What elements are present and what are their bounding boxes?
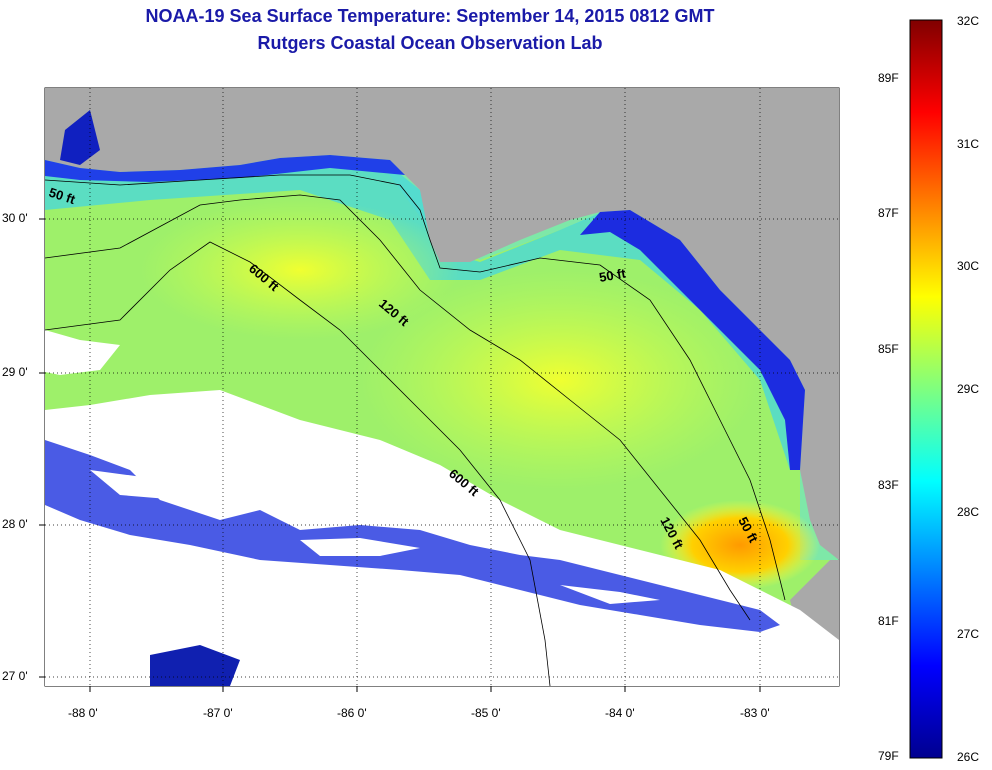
cloud-patch-west xyxy=(45,330,120,375)
map-title: NOAA-19 Sea Surface Temperature: Septemb… xyxy=(145,6,715,26)
cloud-hole-3 xyxy=(560,585,660,604)
colorbar-celsius-label: 27C xyxy=(957,627,980,641)
colorbar-fahrenheit-label: 79F xyxy=(878,749,899,763)
lon-tick-label: -85 0' xyxy=(471,706,501,720)
map-subtitle: Rutgers Coastal Ocean Observation Lab xyxy=(257,33,603,53)
colorbar-fahrenheit-label: 83F xyxy=(878,478,899,492)
lat-tick-label: 27 0' xyxy=(2,669,28,683)
lat-tick-label: 29 0' xyxy=(2,365,28,379)
colorbar-celsius-label: 29C xyxy=(957,382,980,396)
lat-tick-label: 30 0' xyxy=(2,211,28,225)
colorbar-celsius-label: 32C xyxy=(957,14,980,28)
colorbar-fahrenheit-label: 81F xyxy=(878,614,899,628)
lat-tick-label: 28 0' xyxy=(2,517,28,531)
lon-tick-label: -87 0' xyxy=(203,706,233,720)
contour-label: 50 ft xyxy=(598,265,628,285)
colorbar-fahrenheit-label: 87F xyxy=(878,206,899,220)
coastal-fringe-north xyxy=(45,155,420,190)
warm-band-2 xyxy=(140,200,460,340)
colorbar-fahrenheit-label: 89F xyxy=(878,71,899,85)
cloud-edge-patches xyxy=(45,440,780,632)
cloud-hole-2 xyxy=(300,538,420,556)
land-north xyxy=(45,88,839,560)
bay-water xyxy=(60,110,100,165)
colorbar-celsius-label: 30C xyxy=(957,259,980,273)
warm-band-1 xyxy=(360,270,760,490)
lon-tick-label: -88 0' xyxy=(68,706,98,720)
colorbar-fahrenheit-label: 85F xyxy=(878,342,899,356)
lon-tick-label: -83 0' xyxy=(740,706,770,720)
bathymetry-contours xyxy=(45,174,786,686)
graticule xyxy=(45,88,839,686)
colorbar-celsius-label: 26C xyxy=(957,750,980,764)
colorbar-celsius-label: 28C xyxy=(957,505,980,519)
colorbar-celsius-label: 31C xyxy=(957,137,980,151)
cloud-patch-south xyxy=(150,645,240,686)
colorbar xyxy=(909,19,943,759)
coastal-cool-band xyxy=(45,158,805,470)
cloud-hole-1 xyxy=(90,470,240,500)
lon-tick-label: -84 0' xyxy=(605,706,635,720)
frame-ticks xyxy=(39,218,761,692)
lon-tick-label: -86 0' xyxy=(337,706,367,720)
